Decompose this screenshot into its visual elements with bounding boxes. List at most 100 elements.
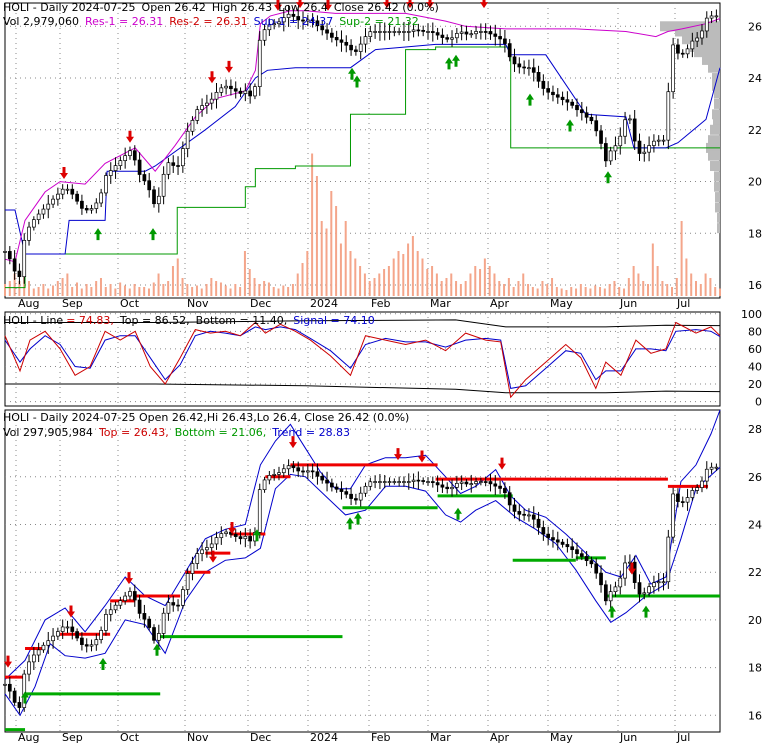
volume-bar [239, 287, 242, 296]
volume-bar [656, 266, 659, 296]
candle-body [180, 589, 185, 606]
x-tick-label: Jul [676, 731, 690, 744]
candle-body [594, 120, 599, 132]
candle-body [632, 118, 637, 142]
candle-body [277, 21, 281, 25]
volume-bar [200, 288, 203, 296]
candle-body [70, 626, 75, 632]
candle-body [560, 541, 565, 545]
volume-bar [531, 287, 534, 296]
candle-body [277, 472, 281, 475]
candle-body [666, 91, 671, 141]
candle-body [488, 481, 493, 485]
candle-body [690, 40, 695, 50]
volume-bar [378, 273, 381, 296]
candle-body [272, 23, 277, 26]
volume-bar [330, 191, 333, 296]
p1-title: HOLI - Daily 2024-07-25 Open 26.42 High 26… [3, 1, 439, 14]
candle-body [281, 17, 286, 23]
candle-body [661, 581, 666, 584]
x-tick-label: Sep [62, 297, 83, 310]
volume-bar [8, 281, 11, 296]
volume-bar [287, 287, 290, 296]
candle-body [661, 139, 666, 142]
candle-body [132, 591, 137, 601]
candle-body [464, 31, 469, 35]
x-tick-label: Sep [62, 731, 83, 744]
candle-body [171, 162, 176, 166]
volume-profile-bar [682, 34, 720, 45]
candle-body [108, 609, 113, 615]
candle-body [108, 170, 113, 176]
candle-body [671, 493, 675, 538]
volume-bar [95, 281, 98, 296]
candle-body [666, 536, 671, 583]
candle-body [536, 72, 541, 82]
volume-bar [719, 288, 721, 296]
sell-arrow [324, 0, 332, 11]
volume-profile-bar [690, 41, 720, 52]
volume-bar [618, 287, 621, 296]
x-tick-label: Aug [18, 731, 39, 744]
candle-body [507, 492, 512, 506]
candle-body [512, 56, 517, 65]
volume-bar [709, 278, 712, 296]
volume-bar [18, 281, 21, 296]
buy-arrow [642, 605, 650, 618]
stochastic-panel: 0 20 40 60 80 100 [4, 308, 762, 409]
candle-body [272, 474, 277, 476]
candle-body [219, 533, 224, 539]
candle-body [195, 109, 200, 121]
candle-body [411, 29, 416, 32]
sell-arrow [628, 562, 636, 575]
candle-body [474, 481, 478, 485]
candle-body [286, 465, 291, 470]
candle-body [238, 536, 243, 540]
candle-body [541, 80, 546, 89]
y-tick-label: 80 [748, 325, 762, 338]
candle-body [132, 150, 137, 161]
buy-arrow [348, 67, 356, 80]
candle-body [137, 159, 142, 175]
candle-body [709, 466, 714, 470]
candle-body [440, 34, 445, 38]
candle-body [123, 595, 128, 601]
candle-body [113, 604, 118, 611]
sell-arrow [498, 457, 506, 470]
volume-bar [675, 278, 678, 296]
volume-bar [579, 284, 582, 296]
volume-bar [171, 266, 174, 296]
volume-bar [32, 288, 35, 296]
volume-bar [291, 284, 294, 296]
volume-bar [335, 206, 338, 296]
volume-bar [191, 287, 194, 296]
volume-bar [162, 284, 165, 296]
volume-profile-bar [694, 47, 720, 58]
candle-body [224, 531, 228, 534]
buy-arrow [452, 54, 460, 67]
volume-bar [119, 282, 122, 296]
candle-body [257, 489, 262, 533]
volume-bar [450, 273, 453, 296]
volume-bar [704, 273, 707, 296]
volume-bar [27, 281, 30, 296]
sell-arrow [67, 605, 75, 618]
candle-body [695, 487, 700, 491]
candle-body [344, 41, 349, 46]
candle-body [41, 644, 46, 651]
volume-bar [479, 269, 482, 296]
candle-body [334, 37, 339, 41]
volume-bar [416, 251, 419, 296]
x-tick-label: Apr [490, 297, 510, 310]
volume-bar [714, 287, 717, 296]
volume-bar [315, 176, 318, 296]
volume-bar [234, 284, 237, 296]
candle-body [363, 485, 368, 494]
volume-bar [267, 282, 270, 296]
volume-bar [488, 266, 491, 296]
volume-profile-bar [708, 62, 720, 73]
candle-body [498, 485, 502, 489]
candle-body [363, 36, 368, 45]
volume-bar [325, 228, 328, 296]
candle-body [397, 481, 402, 483]
